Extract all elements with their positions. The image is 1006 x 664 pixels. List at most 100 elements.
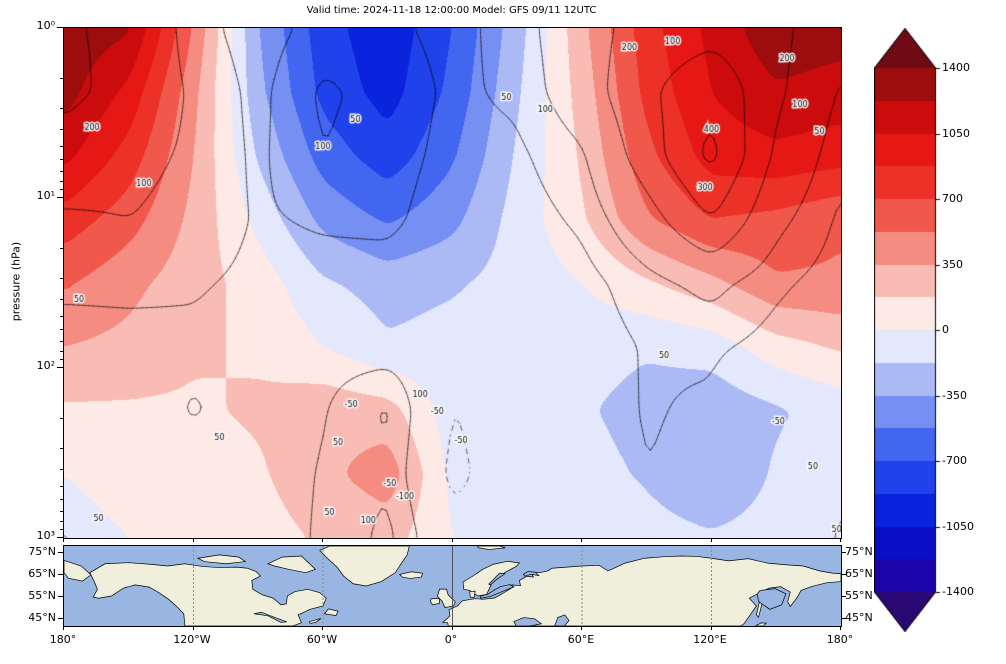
tick-mark xyxy=(60,145,63,147)
tick-mark xyxy=(60,189,63,191)
tick-mark xyxy=(57,367,63,368)
tick-mark xyxy=(60,78,63,80)
tick-mark xyxy=(60,329,63,331)
colorbar-tick-350: 350 xyxy=(942,257,963,271)
tick-mark xyxy=(841,596,846,598)
world-map-svg xyxy=(64,546,841,626)
tick-mark xyxy=(841,551,846,553)
tick-mark xyxy=(451,539,453,542)
x-tick-label-0: 0° xyxy=(444,633,458,646)
tick-mark xyxy=(60,129,63,131)
x-tick-label-120e: 120°E xyxy=(693,633,727,646)
y-tick-label-1hpa: 10⁰ xyxy=(36,19,55,32)
tick-mark xyxy=(60,170,63,172)
contour-plot-canvas xyxy=(64,28,841,538)
y-axis-label: pressure (hPa) xyxy=(9,241,23,322)
land-ireland xyxy=(430,598,439,605)
tick-mark xyxy=(60,359,63,361)
lat-label-left-65n: 65°N xyxy=(28,567,56,580)
lat-label-left-75n: 75°N xyxy=(28,545,56,558)
tick-mark xyxy=(60,340,63,342)
land-nova-scotia xyxy=(309,618,320,623)
tick-mark xyxy=(60,278,63,280)
land-denmark xyxy=(470,591,475,597)
tick-mark xyxy=(60,448,63,450)
colorbar-tick-m700: -700 xyxy=(942,454,967,467)
y-tick-label-1000hpa: 10³ xyxy=(36,529,55,542)
water-sea-of-okhotsk xyxy=(757,589,786,610)
tick-mark xyxy=(60,350,63,352)
lat-label-left-45n: 45°N xyxy=(28,611,56,624)
lat-label-left-55n: 55°N xyxy=(28,589,56,602)
land-arctic-islands xyxy=(198,555,245,564)
tick-mark xyxy=(60,299,63,301)
land-greenland xyxy=(320,546,410,586)
lat-label-right-65n: 65°N xyxy=(845,567,873,580)
tick-mark xyxy=(57,537,63,538)
tick-mark xyxy=(60,485,63,487)
tick-mark xyxy=(60,180,63,182)
tick-mark xyxy=(192,539,194,542)
tick-mark xyxy=(322,626,323,630)
tick-mark xyxy=(710,626,712,630)
water-white-sea xyxy=(523,572,539,577)
land-newfoundland xyxy=(325,609,339,616)
x-tick-label-180w: 180° xyxy=(49,633,77,646)
tick-mark xyxy=(192,626,194,630)
lat-label-right-45n: 45°N xyxy=(845,611,873,624)
map-panel xyxy=(63,545,842,627)
colorbar-tick-m350: -350 xyxy=(942,388,967,402)
water-great-lakes xyxy=(254,612,287,622)
colorbar-tick-0: 0 xyxy=(942,323,949,336)
land-svalbard xyxy=(477,546,505,550)
tick-mark xyxy=(60,315,63,317)
tick-mark xyxy=(58,618,63,620)
x-tick-label-120w: 120°W xyxy=(173,633,211,646)
land-iceland xyxy=(400,572,423,579)
tick-mark xyxy=(60,159,63,161)
colorbar xyxy=(874,28,942,632)
land-eurasia xyxy=(443,556,841,626)
water-baltic-sea xyxy=(480,585,514,599)
tick-mark xyxy=(840,539,841,542)
tick-mark xyxy=(451,626,453,630)
y-tick-label-100hpa: 10² xyxy=(36,359,55,372)
x-tick-label-60e: 60°E xyxy=(567,633,595,646)
tick-mark xyxy=(60,248,63,250)
tick-mark xyxy=(57,197,63,198)
tick-mark xyxy=(63,626,64,630)
tick-mark xyxy=(60,529,63,531)
tick-mark xyxy=(63,539,64,542)
tick-mark xyxy=(581,539,582,542)
tick-mark xyxy=(581,626,582,630)
colorbar-tick-700: 700 xyxy=(942,192,963,205)
tick-mark xyxy=(58,596,63,598)
water-gulf-of-bothnia xyxy=(489,573,505,585)
land-scandinavia xyxy=(463,561,519,596)
tick-mark xyxy=(60,418,63,420)
tick-mark xyxy=(60,499,63,501)
tick-mark xyxy=(322,539,323,542)
tick-mark xyxy=(60,108,63,110)
tick-mark xyxy=(60,469,63,471)
y-tick-label-10hpa: 10¹ xyxy=(36,189,55,202)
tick-mark xyxy=(60,510,63,512)
land-baffin-island xyxy=(268,556,315,573)
lat-label-right-55n: 55°N xyxy=(845,589,873,602)
tick-mark xyxy=(840,626,841,630)
tick-mark xyxy=(710,539,712,542)
land-chukotka xyxy=(64,560,91,581)
tick-mark xyxy=(841,618,846,620)
tick-mark xyxy=(58,573,63,575)
colorbar-tick-m1050: -1050 xyxy=(942,519,974,533)
x-tick-label-180e: 180° xyxy=(826,633,854,646)
colorbar-tick-m1400: -1400 xyxy=(942,585,974,598)
colorbar-tick-1400: 1400 xyxy=(942,61,970,74)
figure-title: Valid time: 2024-11-18 12:00:00 Model: G… xyxy=(306,5,597,16)
lat-label-right-75n: 75°N xyxy=(845,545,873,558)
colorbar-tick-1050: 1050 xyxy=(942,126,970,140)
land-north-america xyxy=(90,563,326,626)
tick-mark xyxy=(60,520,63,522)
tick-mark xyxy=(58,551,63,553)
